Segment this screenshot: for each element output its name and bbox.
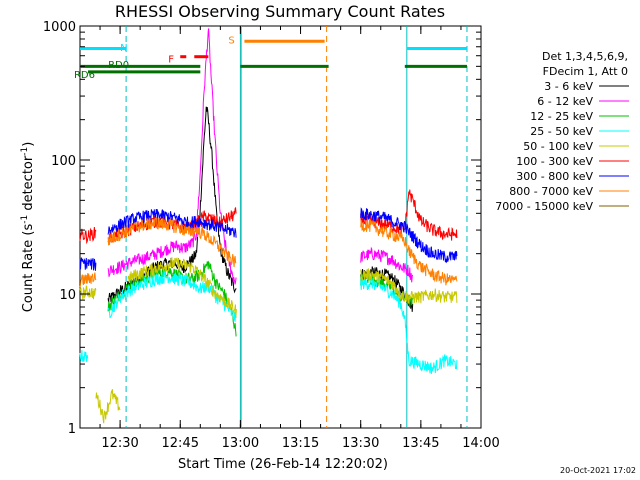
legend-label: 7000 - 15000 keV <box>495 200 593 213</box>
timestamp: 20-Oct-2021 17:02 <box>560 466 636 475</box>
series-line <box>79 257 97 271</box>
series-line <box>360 219 458 286</box>
chart-title: RHESSI Observing Summary Count Rates <box>115 2 445 21</box>
legend-label: 25 - 50 keV <box>530 125 593 138</box>
series-line <box>79 272 97 288</box>
legend-label: 100 - 300 keV <box>516 155 593 168</box>
x-ticks: 12:30 12:45 13:00 13:15 13:30 13:45 14:00 <box>79 26 500 451</box>
x-tick-label: 13:45 <box>402 436 439 451</box>
legend-label: 6 - 12 keV <box>537 95 593 108</box>
series-line <box>79 350 89 363</box>
y-ticks: 1 10 100 1000 <box>43 20 481 437</box>
x-axis-label: Start Time (26-Feb-14 12:20:02) <box>178 457 388 472</box>
series-line <box>107 106 237 303</box>
x-tick-label: 12:30 <box>101 436 138 451</box>
y-axis-label: Count Rate (s-1 detector-1) <box>20 142 36 313</box>
legend-label: 50 - 100 keV <box>523 140 593 153</box>
legend-label: 3 - 6 keV <box>544 80 593 93</box>
legend-label: 12 - 25 keV <box>530 110 593 123</box>
series-line <box>360 246 414 283</box>
series-line <box>360 189 458 241</box>
series-line <box>95 389 121 424</box>
series-line <box>107 217 237 268</box>
series-line <box>127 256 237 317</box>
legend-label: 300 - 800 keV <box>516 170 593 183</box>
series-800-7000keV <box>79 217 458 288</box>
status-label-rd0: RD0 <box>108 60 129 71</box>
status-label-rd6: RD6 <box>74 70 95 81</box>
x-tick-label: 13:00 <box>222 436 259 451</box>
series-line <box>360 268 458 304</box>
series-50-100keV <box>79 256 458 424</box>
status-label-n: N <box>120 43 127 54</box>
status-label-s: S <box>228 36 234 47</box>
status-bars: N S F RD0 RD6 <box>74 36 467 81</box>
y-tick-label: 1000 <box>43 20 76 35</box>
series-layer <box>79 28 458 424</box>
x-tick-label: 13:15 <box>282 436 319 451</box>
status-label-f: F <box>168 55 174 66</box>
legend-label: 800 - 7000 keV <box>509 185 593 198</box>
series-line <box>360 207 458 264</box>
x-tick-label: 12:45 <box>162 436 199 451</box>
legend-header-1: Det 1,3,4,5,6,9, <box>542 50 628 63</box>
legend: Det 1,3,4,5,6,9, FDecim 1, Att 0 3 - 6 k… <box>495 50 629 213</box>
x-tick-label: 13:30 <box>342 436 379 451</box>
series-line <box>79 285 97 300</box>
y-tick-label: 100 <box>51 154 76 169</box>
legend-header-2: FDecim 1, Att 0 <box>543 65 628 78</box>
y-tick-label: 1 <box>68 422 76 437</box>
series-line <box>360 277 458 374</box>
series-line <box>79 226 97 245</box>
y-tick-label: 10 <box>59 288 76 303</box>
series-6-12keV <box>107 28 414 285</box>
series-line <box>107 28 237 285</box>
x-tick-label: 14:00 <box>462 436 499 451</box>
